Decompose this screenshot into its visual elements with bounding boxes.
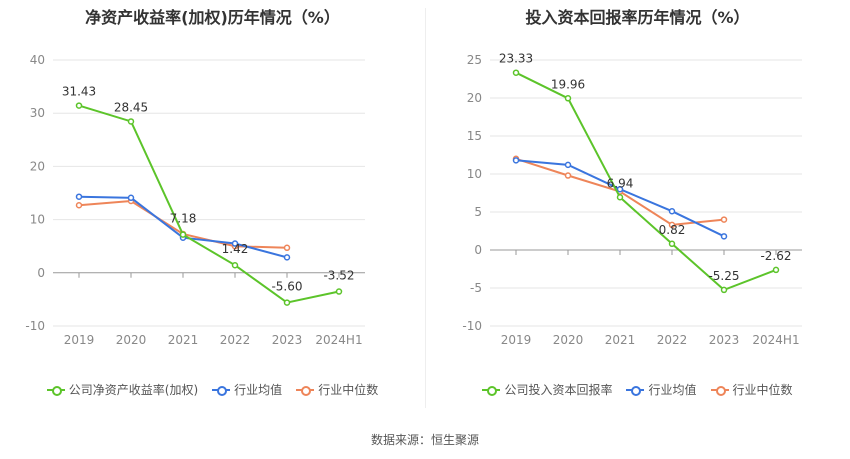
data-label: 6.94 <box>607 176 634 190</box>
roic-chart-panel: 投入资本回报率历年情况（%） -10 -5 0 5 10 15 20 25 2019 2020 20… <box>425 0 850 420</box>
data-label: 0.82 <box>659 223 686 237</box>
roic-chart-title: 投入资本回报率历年情况（%） <box>525 8 750 27</box>
data-label: 31.43 <box>62 85 96 99</box>
roe-chart-svg: -10 0 10 20 30 40 2019 2020 2021 2022 2023 2024H1 31… <box>25 53 365 347</box>
x-tick-label: 2023 <box>272 333 303 347</box>
y-tick-label: -10 <box>462 319 482 333</box>
legend-swatch-icon <box>212 384 231 396</box>
y-tick-label: 5 <box>474 205 482 219</box>
data-point <box>720 216 728 223</box>
data-point <box>179 231 187 238</box>
data-point <box>512 69 520 76</box>
data-point <box>127 194 135 202</box>
roic-chart-legend: 公司投入资本回报率 行业均值 行业中位数 <box>425 381 850 398</box>
series-line-0 <box>78 104 340 304</box>
legend-item[interactable]: 公司净资产收益率(加权) <box>46 381 199 398</box>
y-tick-label: 0 <box>37 266 45 280</box>
data-point <box>564 95 572 102</box>
roe-chart-title: 净资产收益率(加权)历年情况（%） <box>85 8 340 27</box>
x-tick-label: 2024H1 <box>752 333 799 347</box>
legend-swatch-icon <box>296 384 315 396</box>
x-tick-label: 2019 <box>64 333 95 347</box>
data-label: -5.60 <box>271 280 302 294</box>
data-point <box>720 233 728 240</box>
y-tick-label: 10 <box>30 213 45 227</box>
roe-chart-panel: 净资产收益率(加权)历年情况（%） -10 0 10 20 30 40 2019 2020 20… <box>0 0 425 420</box>
data-label: 19.96 <box>551 77 585 91</box>
legend-swatch-icon <box>626 384 645 396</box>
data-point <box>283 299 291 306</box>
legend-label: 公司净资产收益率(加权) <box>68 383 199 397</box>
data-point <box>616 194 624 201</box>
legend-label: 行业中位数 <box>318 383 379 397</box>
legend-item[interactable]: 公司投入资本回报率 <box>482 381 612 398</box>
data-point <box>283 254 291 261</box>
legend-item[interactable]: 行业均值 <box>626 381 697 398</box>
data-source-note: 数据来源：恒生聚源 <box>370 433 479 447</box>
x-tick-label: 2021 <box>605 333 636 347</box>
y-tick-label: 20 <box>30 159 45 173</box>
series-line-0 <box>515 71 777 292</box>
y-tick-label: 25 <box>467 53 482 67</box>
x-tick-label: 2020 <box>553 333 584 347</box>
y-tick-label: 40 <box>30 53 45 67</box>
data-point <box>668 240 676 248</box>
y-tick-label: 15 <box>467 129 482 143</box>
roic-chart-svg: -10 -5 0 5 10 15 20 25 2019 2020 2021 2022 2023 2024H… <box>462 52 802 347</box>
legend-swatch-icon <box>46 384 65 396</box>
panel-divider <box>425 8 426 408</box>
data-point <box>231 261 239 269</box>
x-tick-label: 2023 <box>709 333 740 347</box>
data-point <box>335 288 343 295</box>
data-label: -5.25 <box>708 269 739 283</box>
legend-label: 行业中位数 <box>732 383 793 397</box>
data-label: 23.33 <box>499 52 533 66</box>
legend-item[interactable]: 行业均值 <box>212 381 282 398</box>
data-point <box>720 286 728 294</box>
x-tick-label: 2019 <box>501 333 532 347</box>
legend-item[interactable]: 行业中位数 <box>710 381 793 398</box>
data-point <box>564 172 572 179</box>
x-tick-label: 2022 <box>220 333 251 347</box>
series-line-1 <box>78 195 288 259</box>
data-label: 28.45 <box>114 100 148 114</box>
data-point <box>75 193 83 200</box>
y-tick-label: 20 <box>467 91 482 105</box>
data-label: -3.52 <box>323 269 354 283</box>
data-point <box>616 185 624 193</box>
data-point <box>564 161 572 169</box>
data-point <box>512 157 520 164</box>
data-point <box>75 102 83 109</box>
data-point <box>127 118 135 125</box>
legend-label: 行业均值 <box>234 383 283 397</box>
legend-item[interactable]: 行业中位数 <box>296 381 378 398</box>
x-tick-label: 2022 <box>657 333 688 347</box>
data-label: 7.18 <box>170 212 197 226</box>
roe-chart-legend: 公司净资产收益率(加权) 行业均值 行业中位数 <box>0 381 425 398</box>
data-point <box>231 240 239 247</box>
x-tick-label: 2020 <box>116 333 147 347</box>
data-label: -2.62 <box>760 249 791 263</box>
x-tick-label: 2024H1 <box>315 333 362 347</box>
data-point <box>283 244 291 252</box>
data-point <box>668 221 676 229</box>
y-tick-label: 10 <box>467 167 482 181</box>
legend-label: 行业均值 <box>648 383 697 397</box>
legend-swatch-icon <box>710 384 729 396</box>
y-tick-label: 30 <box>30 106 45 120</box>
data-point <box>668 207 676 215</box>
legend-swatch-icon <box>482 384 501 396</box>
y-tick-label: -5 <box>470 281 482 295</box>
legend-label: 公司投入资本回报率 <box>504 383 613 397</box>
data-point <box>772 266 780 274</box>
data-point <box>75 201 83 209</box>
data-label: 1.42 <box>222 242 249 256</box>
y-tick-label: -10 <box>25 319 45 333</box>
x-tick-label: 2021 <box>168 333 199 347</box>
y-tick-label: 0 <box>474 243 482 257</box>
